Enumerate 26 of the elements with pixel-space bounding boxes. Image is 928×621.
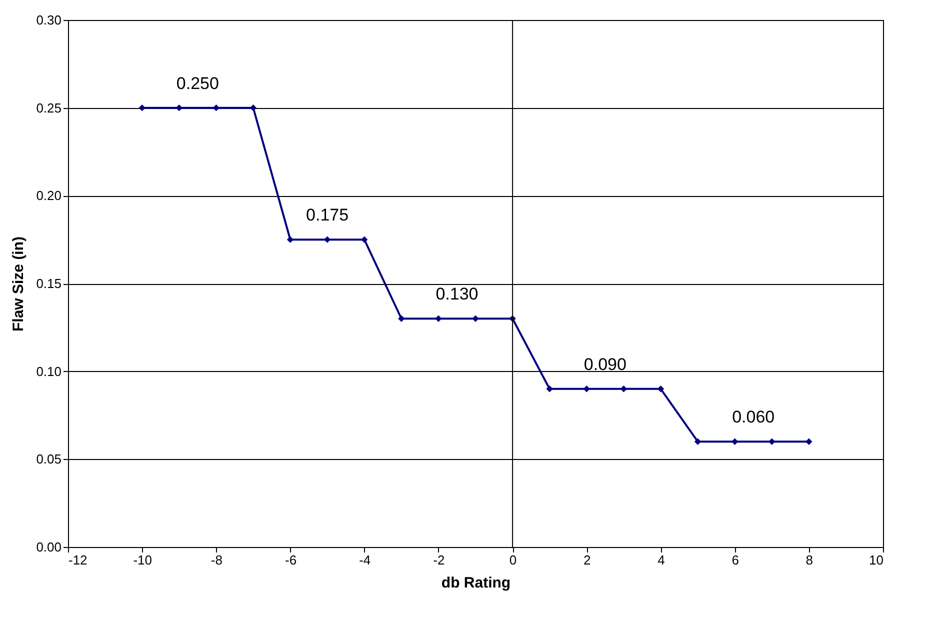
y-tick-label: 0.30 [36,12,62,28]
x-tick-label: -2 [433,552,445,568]
x-tick-label: -4 [359,552,371,568]
x-tick-label: 4 [658,552,665,568]
annotation: 0.060 [732,408,775,427]
x-tick-label: -10 [133,552,152,568]
x-tick-label: -12 [68,552,88,568]
y-tick-label: 0.05 [36,452,62,467]
annotation: 0.175 [306,206,349,225]
x-tick-label: -8 [210,552,222,568]
x-tick-label: 6 [732,552,739,568]
x-tick-label: 8 [806,552,814,568]
x-tick-label: -6 [284,552,297,568]
x-tick-label: 2 [584,552,591,568]
y-tick-label: 0.15 [36,276,62,291]
y-axis-title: Flaw Size (in) [10,236,28,332]
annotation: 0.130 [436,284,478,304]
y-tick-label: 0.25 [36,100,62,116]
x-tick-label: 10 [869,552,884,568]
y-tick-label: 0.00 [36,540,62,554]
y-tick-label: 0.10 [36,364,62,379]
annotation: 0.250 [176,74,219,93]
annotation: 0.090 [584,354,626,374]
x-axis-title: db Rating [441,574,511,592]
x-tick-label: 0 [509,552,517,568]
y-tick-label: 0.20 [36,188,62,204]
